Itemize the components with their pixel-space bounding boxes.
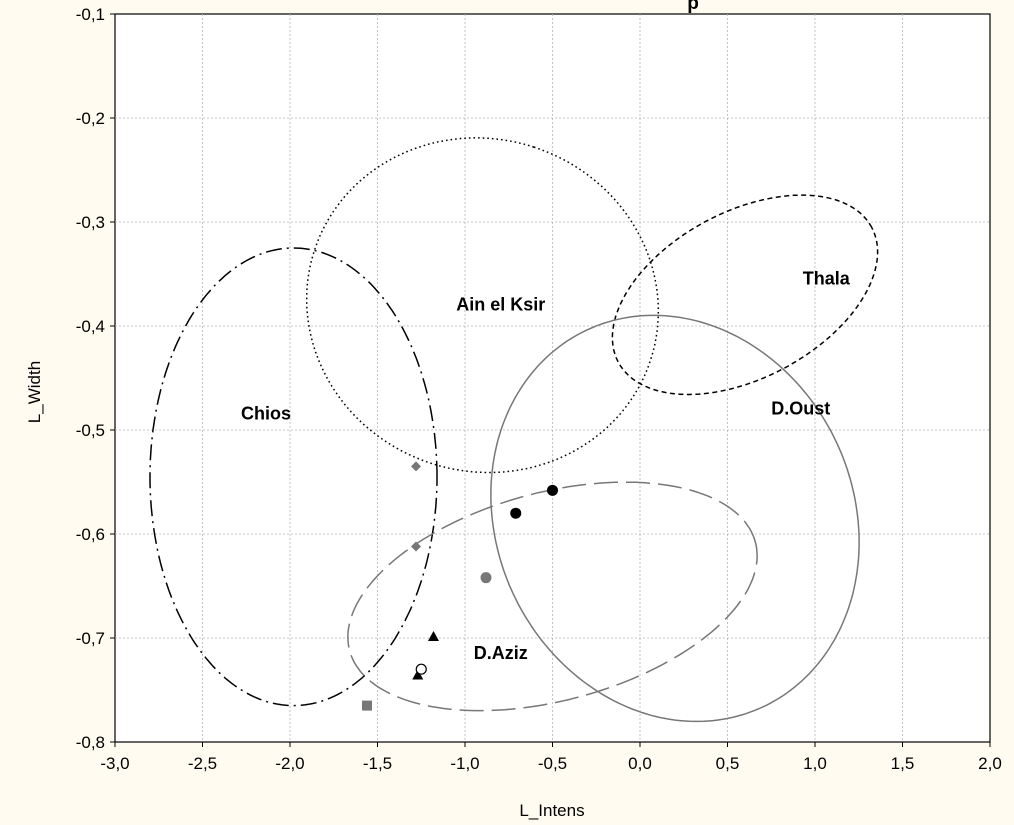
y-tick-label: -0,8 (76, 733, 105, 752)
chart-title-fragment: p (687, 0, 699, 14)
x-tick-label: -2,5 (188, 754, 217, 773)
x-tick-label: 1,5 (891, 754, 915, 773)
ellipse-chios (149, 247, 438, 707)
data-point-square (362, 700, 372, 711)
data-point-circle (547, 484, 558, 496)
x-tick-label: -1,5 (363, 754, 392, 773)
y-tick-label: -0,4 (76, 317, 105, 336)
group-label-chios: Chios (241, 404, 291, 424)
ellipse-ain-el-ksir (305, 137, 660, 474)
grid (115, 14, 990, 742)
y-tick-label: -0,1 (76, 5, 105, 24)
x-axis: -3,0 -2,5 -2,0 -1,5 -1,0 -0,5 0,0 0,5 1,0 1,5 2,0 (100, 742, 1002, 773)
x-tick-label: -0,5 (538, 754, 567, 773)
group-label-ain-el-ksir: Ain el Ksir (456, 294, 545, 314)
group-label-thala: Thala (803, 268, 851, 288)
group-labels-layer: Chios Ain el Ksir Thala D.Oust D.Aziz (241, 268, 851, 662)
x-tick-label: 0,5 (716, 754, 740, 773)
points-layer (362, 461, 558, 711)
y-tick-label: -0,3 (76, 213, 105, 232)
ellipse-d-aziz (347, 481, 758, 712)
x-tick-label: 2,0 (978, 754, 1002, 773)
y-tick-label: -0,2 (76, 109, 105, 128)
group-label-d-aziz: D.Aziz (474, 643, 528, 663)
y-axis: -0,1 -0,2 -0,3 -0,4 -0,5 -0,6 -0,7 -0,8 (76, 5, 115, 752)
data-point-triangle (412, 669, 424, 680)
x-tick-label: 1,0 (803, 754, 827, 773)
y-tick-label: -0,7 (76, 629, 105, 648)
ellipse-thala (611, 194, 879, 396)
y-tick-label: -0,6 (76, 525, 105, 544)
data-point-open-circle (415, 663, 427, 675)
x-tick-label: -3,0 (100, 754, 129, 773)
x-axis-title: L_Intens (519, 801, 584, 820)
x-tick-label: 0,0 (628, 754, 652, 773)
data-point-diamond (411, 541, 421, 552)
ellipse-d-oust (490, 314, 860, 723)
data-point-triangle (428, 630, 439, 641)
data-point-circle (480, 572, 492, 584)
y-axis-title: L_Width (25, 361, 44, 423)
x-tick-label: -1,0 (450, 754, 479, 773)
group-label-d-oust: D.Oust (771, 398, 830, 418)
y-tick-label: -0,5 (76, 421, 105, 440)
data-point-circle (510, 507, 522, 519)
ellipses-layer (149, 137, 879, 723)
data-point-diamond (411, 461, 421, 472)
x-tick-label: -2,0 (275, 754, 304, 773)
